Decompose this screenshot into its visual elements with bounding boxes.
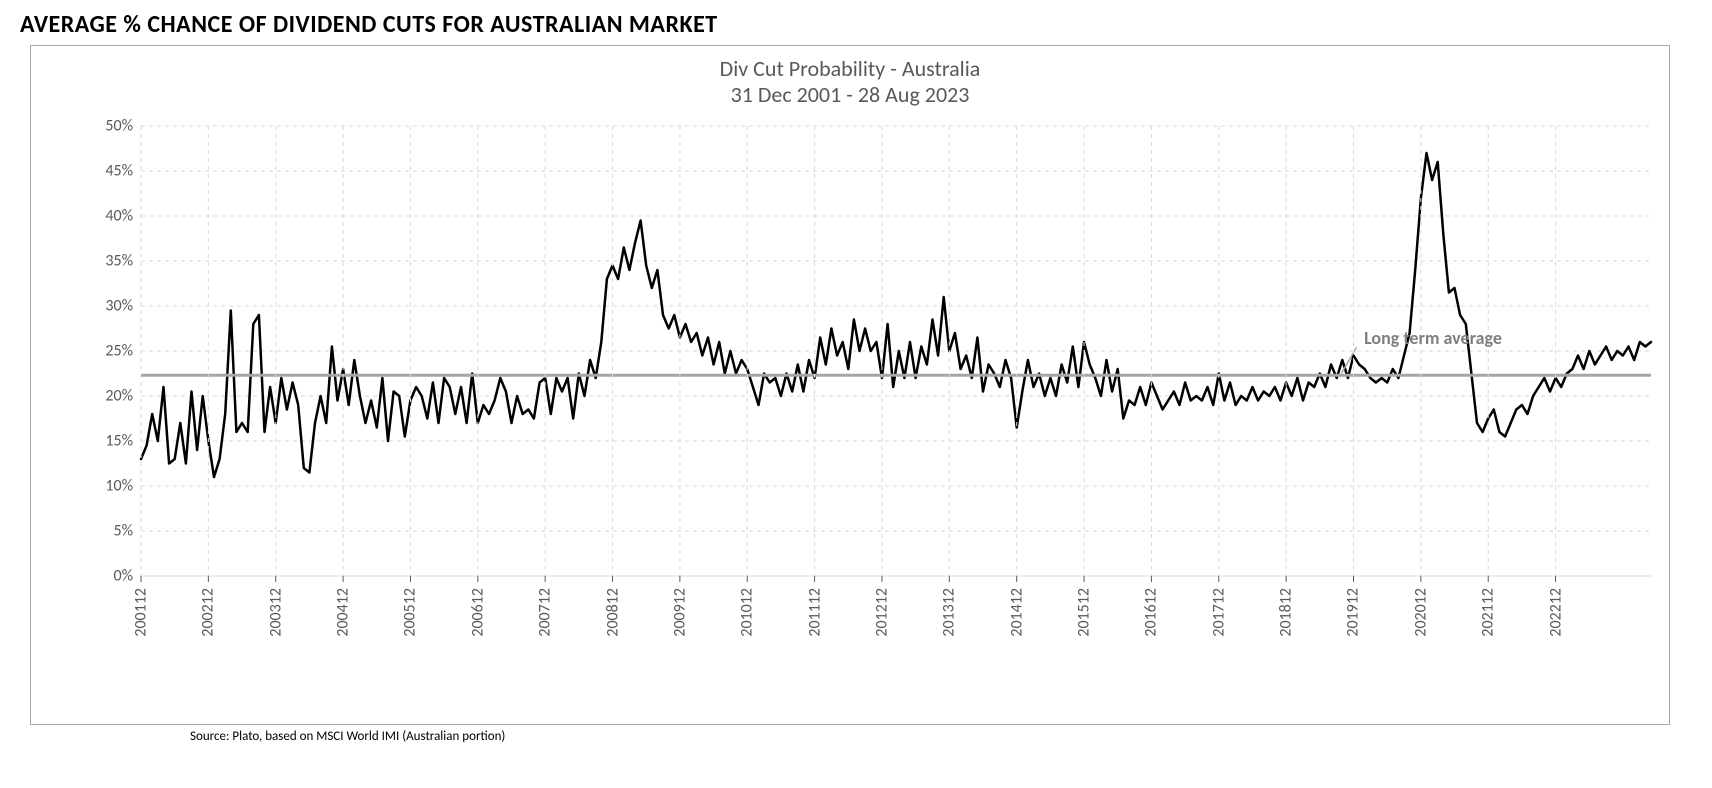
x-tick-label: 202012 <box>1411 588 1430 637</box>
x-axis-labels: 2001122002122003122004122005122006122007… <box>141 588 1651 698</box>
y-tick-label: 10% <box>105 477 141 496</box>
chart-title: Div Cut Probability - Australia 31 Dec 2… <box>31 46 1669 108</box>
chart-container: Div Cut Probability - Australia 31 Dec 2… <box>30 45 1670 725</box>
x-tick-label: 200312 <box>266 588 285 637</box>
chart-page: AVERAGE % CHANCE OF DIVIDEND CUTS FOR AU… <box>0 0 1712 788</box>
y-tick-label: 35% <box>105 252 141 271</box>
x-tick-label: 200512 <box>401 588 420 637</box>
x-tick-label: 200912 <box>670 588 689 637</box>
chart-title-line2: 31 Dec 2001 - 28 Aug 2023 <box>31 82 1669 108</box>
x-tick-label: 201912 <box>1344 588 1363 637</box>
page-title: AVERAGE % CHANCE OF DIVIDEND CUTS FOR AU… <box>20 10 1692 39</box>
y-tick-label: 50% <box>105 117 141 136</box>
y-tick-label: 40% <box>105 207 141 226</box>
chart-title-line1: Div Cut Probability - Australia <box>31 56 1669 82</box>
y-tick-label: 15% <box>105 432 141 451</box>
chart-svg <box>141 126 1651 576</box>
x-tick-label: 200712 <box>536 588 555 637</box>
x-tick-label: 201812 <box>1277 588 1296 637</box>
y-tick-label: 25% <box>105 342 141 361</box>
x-tick-label: 201112 <box>805 588 824 637</box>
y-tick-label: 30% <box>105 297 141 316</box>
x-tick-label: 200412 <box>334 588 353 637</box>
x-tick-label: 201212 <box>872 588 891 637</box>
x-tick-label: 201312 <box>940 588 959 637</box>
source-note: Source: Plato, based on MSCI World IMI (… <box>190 729 1692 744</box>
x-tick-label: 201012 <box>738 588 757 637</box>
x-tick-label: 201412 <box>1007 588 1026 637</box>
x-tick-label: 200812 <box>603 588 622 637</box>
x-tick-label: 201612 <box>1142 588 1161 637</box>
x-tick-label: 202212 <box>1546 588 1565 637</box>
y-tick-label: 20% <box>105 387 141 406</box>
y-tick-label: 5% <box>113 522 141 541</box>
x-tick-label: 201512 <box>1075 588 1094 637</box>
x-tick-label: 201712 <box>1209 588 1228 637</box>
x-tick-label: 200212 <box>199 588 218 637</box>
y-tick-label: 45% <box>105 162 141 181</box>
long-term-average-label: Long term average <box>1364 327 1502 349</box>
x-tick-label: 200612 <box>468 588 487 637</box>
x-tick-label: 200112 <box>132 588 151 637</box>
plot-area: 0%5%10%15%20%25%30%35%40%45%50% <box>141 126 1651 576</box>
y-tick-label: 0% <box>113 567 141 586</box>
x-tick-label: 202112 <box>1479 588 1498 637</box>
